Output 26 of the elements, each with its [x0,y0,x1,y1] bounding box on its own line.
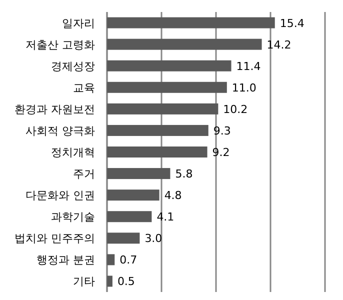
data-label: 15.4 [280,16,304,30]
data-label: 5.8 [175,168,193,181]
y-tick-label: 주거 [73,168,95,181]
y-tick-label: 저출산 고령화 [26,38,95,52]
data-label: 14.2 [266,38,292,52]
y-tick-label: 정치개혁 [51,146,95,159]
data-label: 11.0 [232,81,256,94]
data-label: 11.4 [236,60,261,73]
data-label: 4.8 [164,189,182,202]
y-tick-label: 일자리 [62,16,95,30]
data-label: 9.2 [212,146,230,159]
y-tick-label: 과학기술 [51,210,95,224]
y-tick-label: 법치와 민주주의 [14,232,95,246]
y-tick-label: 행정과 분권 [36,254,95,267]
y-tick-label: 사회적 양극화 [26,124,95,138]
data-label: 9.3 [213,124,231,138]
data-label: 10.2 [223,102,248,116]
y-tick-label: 다문화와 인권 [26,189,95,202]
data-label: 0.7 [120,254,138,267]
y-tick-label: 기타 [73,275,95,288]
data-label: 3.0 [144,232,162,246]
y-tick-label: 경제성장 [51,60,95,73]
y-tick-label: 교육 [73,81,95,94]
y-tick-label: 환경과 자원보전 [14,102,95,116]
data-label: 4.1 [156,210,174,224]
data-label: 0.5 [117,275,135,288]
